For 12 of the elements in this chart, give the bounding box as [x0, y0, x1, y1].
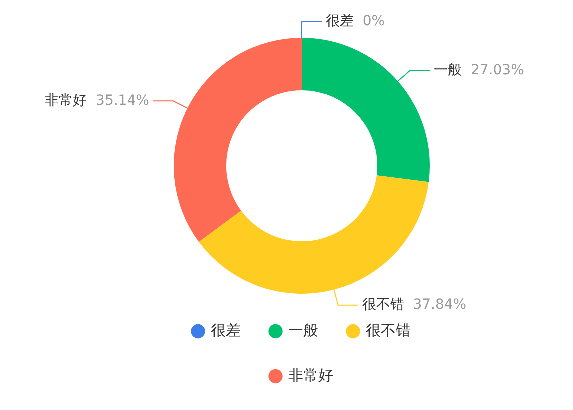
slice-label: 非常好	[45, 92, 88, 109]
data-label: 37.84%	[404, 296, 467, 313]
slice-label: 一般	[434, 62, 462, 79]
legend-label: 很不错	[366, 321, 411, 340]
data-label: 27.03%	[462, 62, 524, 79]
category-label: 很差	[326, 14, 354, 30]
legend-label: 一般	[288, 321, 318, 340]
legend-label: 很差	[210, 321, 241, 340]
slice-label: 很不错	[362, 296, 404, 313]
legend-label: 非常好	[288, 366, 334, 384]
text: 0%	[362, 14, 386, 30]
data-label: 35.14%	[87, 92, 150, 109]
